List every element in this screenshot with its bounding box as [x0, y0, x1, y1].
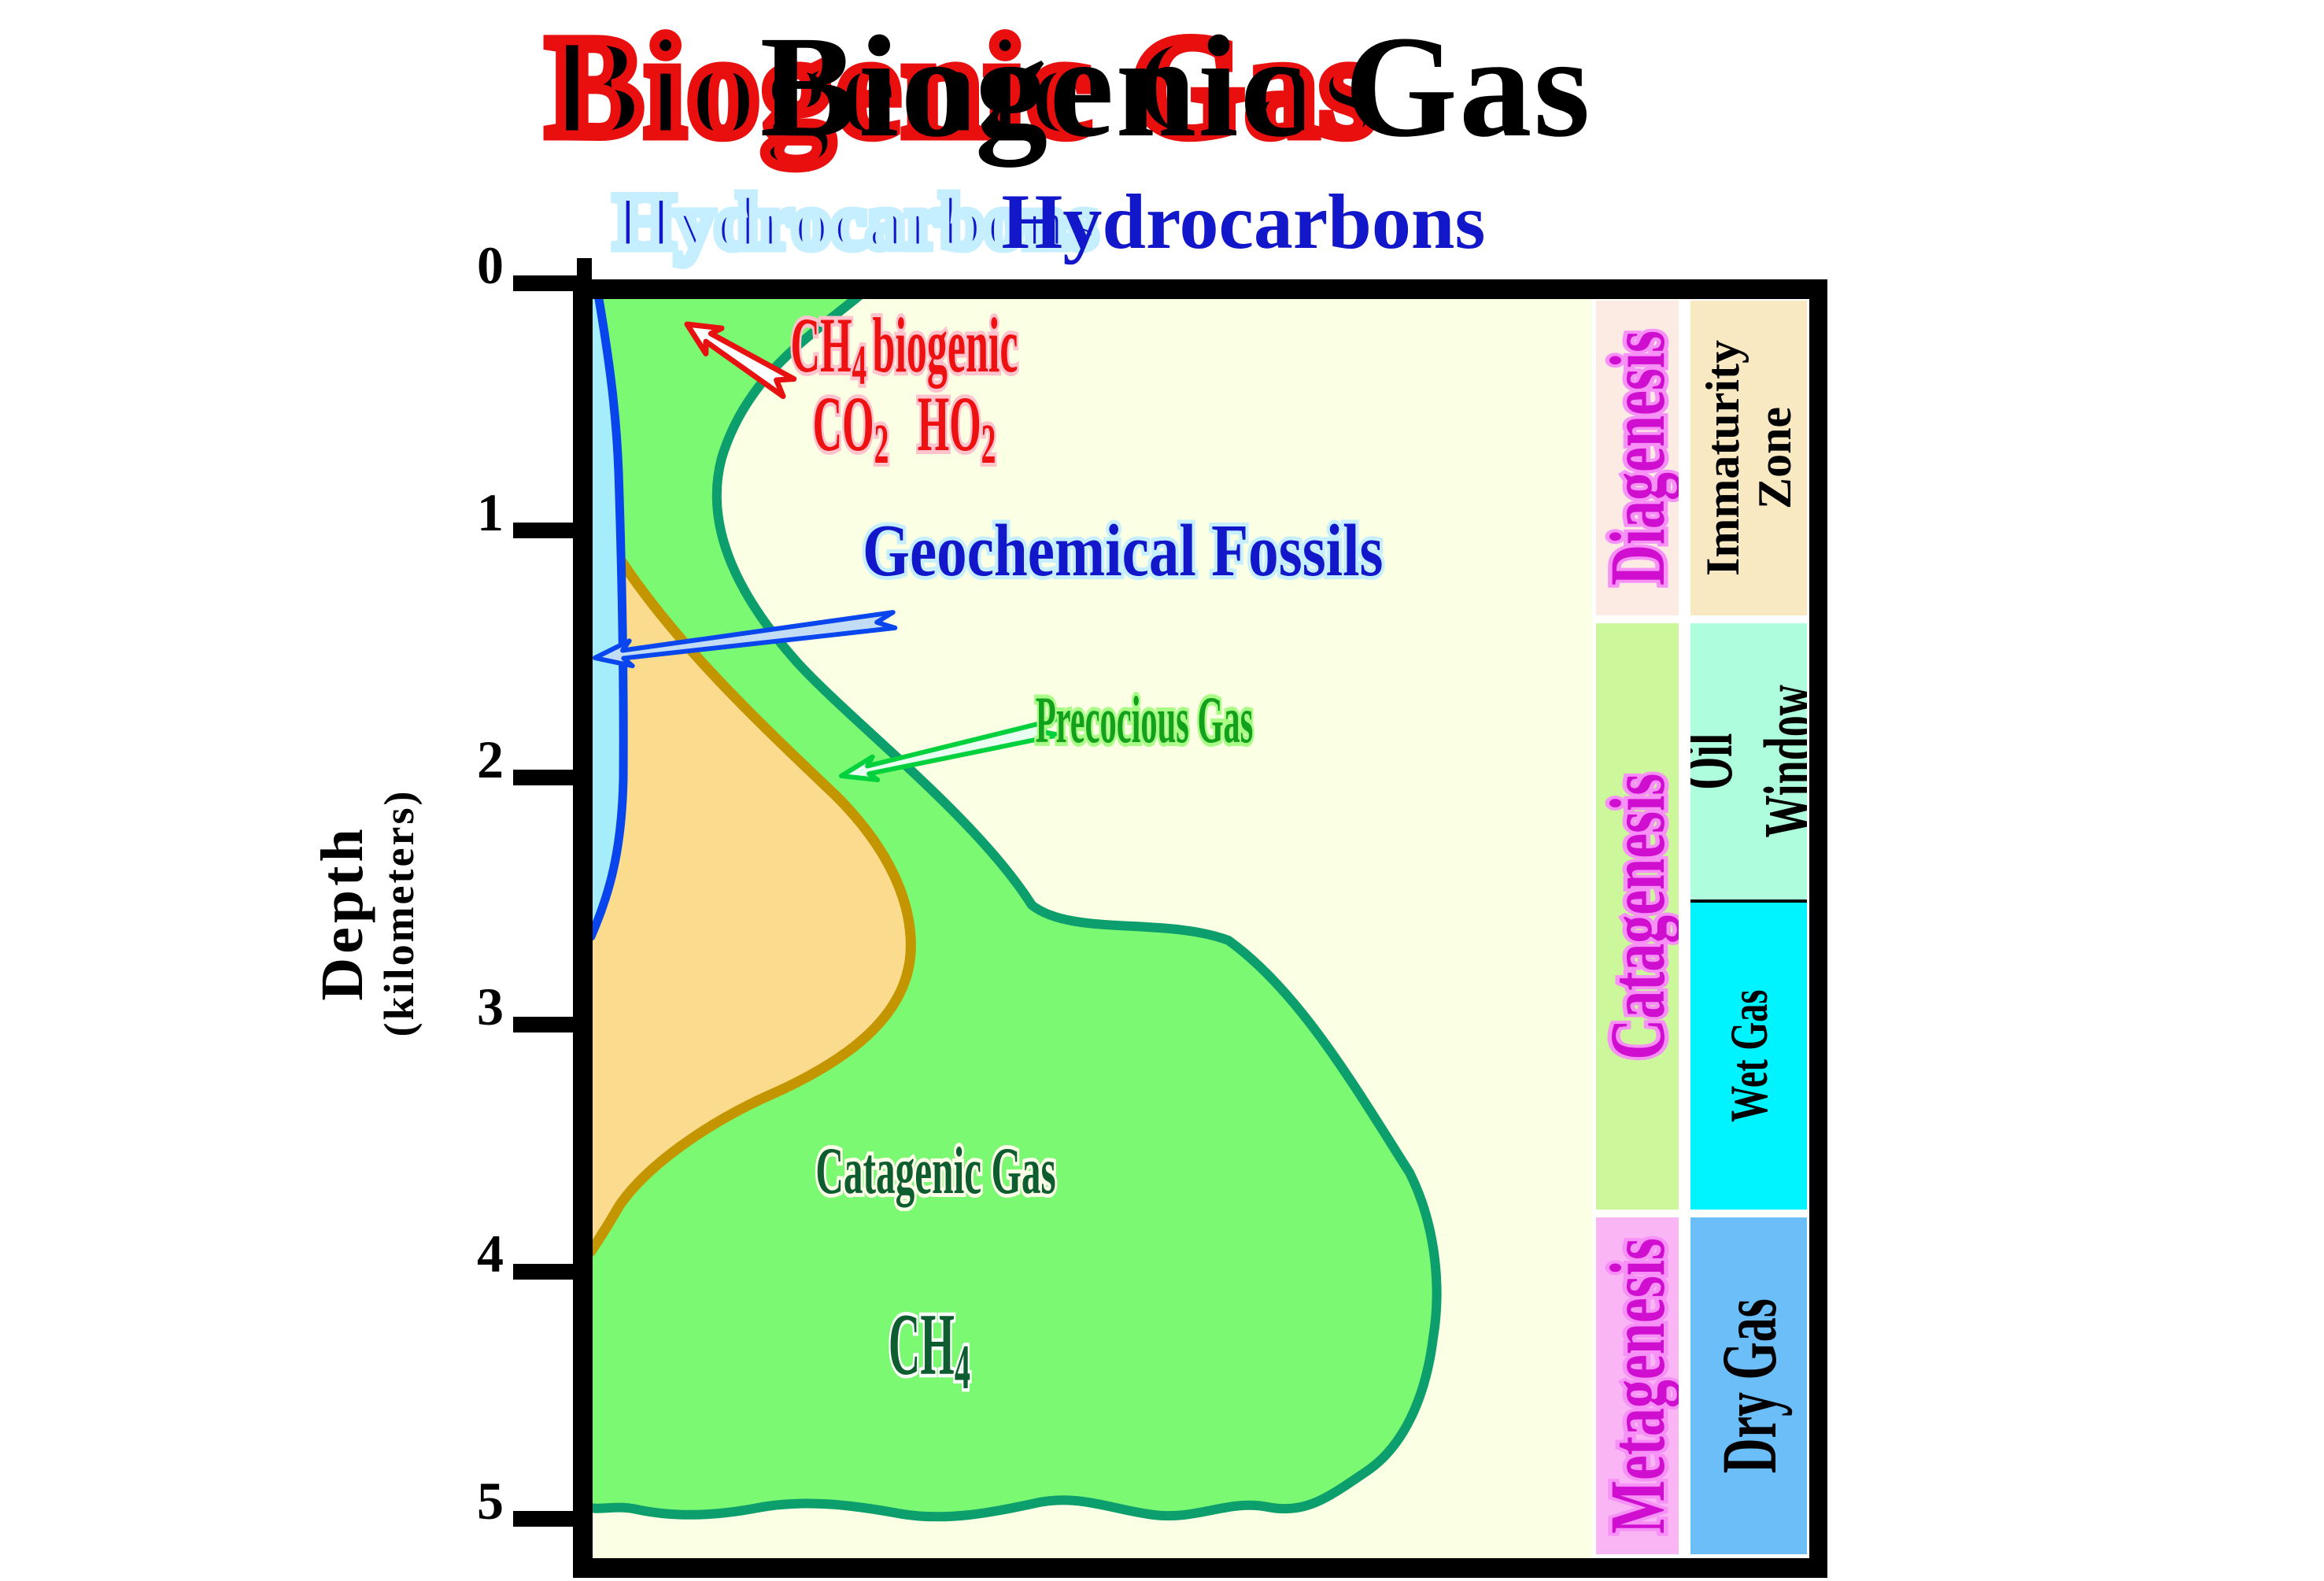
fossils-arrow: [593, 610, 898, 669]
ch4-label: CH4: [851, 1297, 1008, 1416]
tick-label-0: 0: [477, 235, 504, 295]
zone-band-oil-window: Oil Window: [1690, 623, 1807, 899]
oil-wet-gas-divider: [1690, 899, 1807, 903]
tick-4km: [513, 1264, 586, 1280]
tick-2km: [513, 770, 586, 785]
zone-band-immaturity: Immaturity Zone: [1690, 301, 1807, 615]
catagenic-gas-label: Catagenic Gas: [776, 1135, 1095, 1207]
oil-region-boundary: [593, 557, 916, 1257]
stage-band-diagenesis: Diagenesis: [1596, 301, 1679, 615]
stage-label-catagenesis: Catagenesis: [1596, 774, 1679, 1060]
tick-label-4: 4: [477, 1224, 504, 1284]
ch4-biogenic-main: CH: [791, 302, 852, 390]
zone-band-dry-gas: Dry Gas: [1690, 1217, 1807, 1554]
geochemical-fossils-curve: [593, 299, 628, 941]
tick-5km: [513, 1511, 586, 1527]
precocious-line2: Gas: [1197, 685, 1253, 755]
stage-label-metagenesis: Metagenesis: [1596, 1238, 1679, 1534]
ch4-biogenic-rest: biogenic: [873, 302, 1018, 390]
depth-plot: CH4biogenic CO2HO2 Geochemical Fossils P…: [573, 279, 1827, 1578]
ho2-main: HO: [918, 381, 981, 468]
stage-band-metagenesis: Metagenesis: [1596, 1217, 1679, 1554]
geochemical-fossils-label: Geochemical Fossils: [863, 513, 1384, 589]
biogenic-gas-arrow: [684, 321, 797, 400]
catagenic-gas-region: [593, 299, 1442, 1522]
zone-band-wet-gas: Wet Gas: [1690, 903, 1807, 1210]
plot-canvas: [593, 299, 1442, 1522]
tick-label-5: 5: [477, 1471, 504, 1531]
geochemical-line1: Geochemical: [863, 513, 1196, 589]
catagenic-gas-text: Catagenic Gas: [815, 1135, 1056, 1207]
zone-label-oil-window: Oil Window: [1690, 685, 1807, 838]
immaturity-line2: Zone: [1749, 406, 1801, 510]
y-axis-title: Depth (kilometers): [309, 789, 423, 1037]
co2-main: CO: [813, 381, 874, 468]
ho2-subscript: 2: [981, 401, 996, 487]
y-axis-title-line1: Depth: [309, 825, 375, 1001]
tick-3km: [513, 1017, 586, 1032]
y-axis-title-line2: (kilometers): [375, 789, 423, 1037]
co2-subscript: 2: [874, 401, 889, 487]
precocious-gas-label: Precocious Gas: [987, 685, 1302, 755]
oil-region: [593, 563, 911, 1249]
tick-0km: [513, 275, 586, 291]
ch4-main: CH: [889, 1297, 955, 1393]
ch4-biogenic-label: CH4biogenic: [781, 302, 1027, 408]
geochemical-line2: Fossils: [1211, 513, 1384, 589]
co2-ho2-label: CO2HO2: [781, 381, 1027, 487]
precocious-line1: Precocious: [1036, 685, 1189, 755]
plot-title-hydrocarbons: Hydrocarbons: [614, 179, 1873, 265]
tick-label-2: 2: [477, 730, 504, 789]
zone-label-dry-gas: Dry Gas: [1705, 1298, 1793, 1474]
zone-label-immaturity: Immaturity Zone: [1697, 340, 1801, 576]
page-title: Biogenic Gas: [546, 6, 1805, 168]
immaturity-line1: Immaturity: [1697, 340, 1749, 576]
tick-label-3: 3: [477, 977, 504, 1036]
stage-band-catagenesis: Catagenesis: [1596, 623, 1679, 1210]
tick-label-1: 1: [477, 482, 504, 542]
zone-label-wet-gas: Wet Gas: [1718, 989, 1779, 1123]
ch4-subscript: 4: [955, 1320, 970, 1416]
tick-1km: [513, 523, 586, 538]
stage-label-diagenesis: Diagenesis: [1596, 331, 1679, 585]
